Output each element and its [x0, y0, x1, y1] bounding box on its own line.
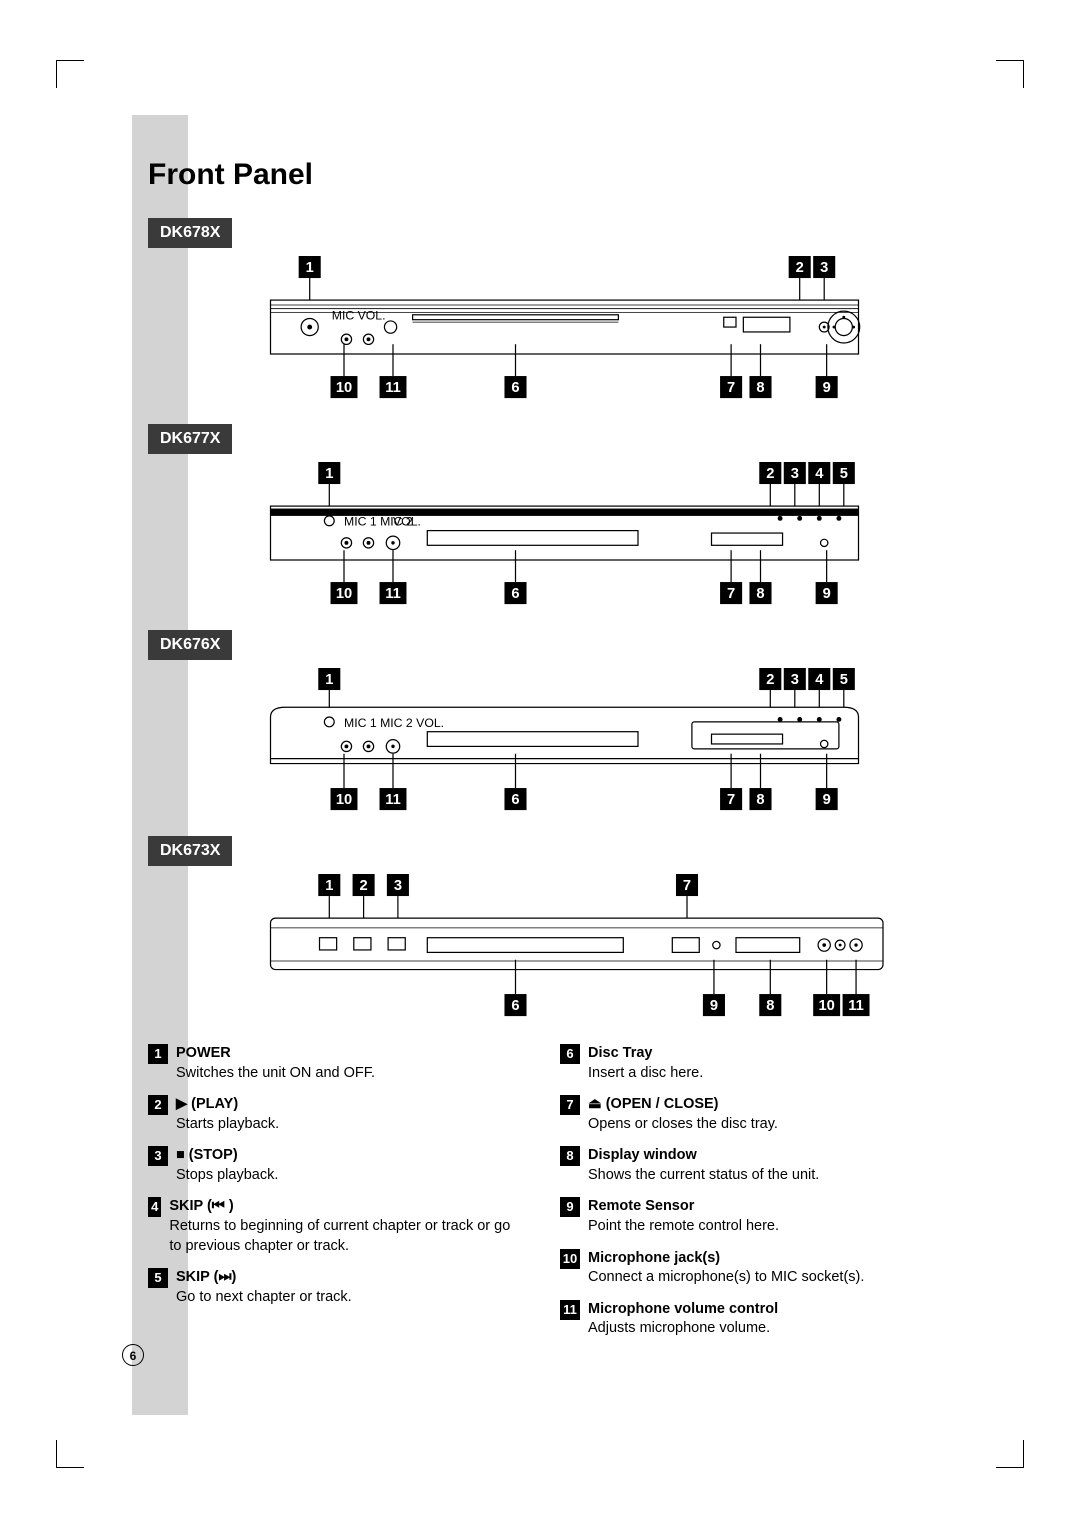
svg-text:1: 1	[325, 878, 333, 894]
page-number: 6	[122, 1344, 144, 1366]
svg-text:1: 1	[306, 260, 314, 276]
svg-text:10: 10	[336, 586, 352, 602]
diagram-dk676x: 1 2 345 MIC 1 MIC 2 VOL. 10 11 6 7 8 9	[148, 668, 932, 815]
svg-text:3: 3	[820, 260, 828, 276]
legend-num: 11	[560, 1300, 580, 1320]
svg-text:10: 10	[336, 792, 352, 808]
legend-left-col: 1 POWERSwitches the unit ON and OFF. 2 ▶…	[148, 1044, 520, 1351]
svg-text:11: 11	[848, 998, 864, 1014]
legend-item: 3 ■ (STOP)Stops playback.	[148, 1146, 520, 1185]
svg-text:11: 11	[385, 792, 401, 808]
svg-text:3: 3	[394, 878, 402, 894]
svg-text:9: 9	[823, 586, 831, 602]
panel-dk677x: DK677X 12345 MIC 1 MIC 2 VOL.	[148, 414, 932, 614]
legend-text: Display windowShows the current status o…	[588, 1146, 819, 1185]
svg-text:10: 10	[336, 380, 352, 396]
diagram-dk677x: 12345 MIC 1 MIC 2 VOL. 10116789	[148, 462, 932, 609]
legend-text: ■ (STOP)Stops playback.	[176, 1146, 278, 1185]
svg-text:8: 8	[766, 998, 774, 1014]
legend-item: 7 ⏏ (OPEN / CLOSE)Opens or closes the di…	[560, 1095, 932, 1134]
svg-text:1: 1	[325, 466, 333, 482]
legend-item: 10 Microphone jack(s)Connect a microphon…	[560, 1249, 932, 1288]
svg-text:2: 2	[796, 260, 804, 276]
model-label-dk677x: DK677X	[148, 424, 232, 454]
legend-num: 10	[560, 1249, 580, 1269]
model-label-dk678x: DK678X	[148, 218, 232, 248]
svg-text:1: 1	[325, 672, 333, 688]
legend-item: 2 ▶ (PLAY)Starts playback.	[148, 1095, 520, 1134]
legend-num: 7	[560, 1095, 580, 1115]
svg-text:4: 4	[815, 466, 824, 482]
legend-text: Microphone volume controlAdjusts microph…	[588, 1300, 778, 1339]
panel-dk676x: DK676X 1 2 345 MIC 1 MIC 2 VOL. 10 11 6 7 8 9	[148, 620, 932, 820]
legend-num: 4	[148, 1197, 161, 1217]
svg-text:4: 4	[815, 672, 824, 688]
svg-text:9: 9	[823, 380, 831, 396]
legend-text: Microphone jack(s)Connect a microphone(s…	[588, 1249, 864, 1288]
svg-text:8: 8	[756, 586, 764, 602]
svg-text:2: 2	[360, 878, 368, 894]
legend-text: POWERSwitches the unit ON and OFF.	[176, 1044, 375, 1083]
svg-text:5: 5	[840, 466, 848, 482]
legend-num: 8	[560, 1146, 580, 1166]
legend-num: 1	[148, 1044, 168, 1064]
model-label-dk673x: DK673X	[148, 836, 232, 866]
svg-text:3: 3	[791, 672, 799, 688]
svg-text:7: 7	[727, 380, 735, 396]
svg-text:5: 5	[840, 672, 848, 688]
svg-text:10: 10	[818, 998, 834, 1014]
legend: 1 POWERSwitches the unit ON and OFF. 2 ▶…	[148, 1044, 932, 1351]
legend-num: 5	[148, 1268, 168, 1288]
svg-text:8: 8	[756, 380, 764, 396]
legend-item: 8 Display windowShows the current status…	[560, 1146, 932, 1185]
legend-text: SKIP (⏭)Go to next chapter or track.	[176, 1268, 352, 1307]
legend-right-col: 6 Disc TrayInsert a disc here. 7 ⏏ (OPEN…	[560, 1044, 932, 1351]
svg-text:3: 3	[791, 466, 799, 482]
legend-num: 3	[148, 1146, 168, 1166]
legend-num: 9	[560, 1197, 580, 1217]
svg-text:7: 7	[683, 878, 691, 894]
svg-text:6: 6	[511, 380, 519, 396]
legend-item: 4 SKIP (⏮ )Returns to beginning of curre…	[148, 1197, 520, 1256]
legend-item: 6 Disc TrayInsert a disc here.	[560, 1044, 932, 1083]
svg-text:MIC 1 MIC 2 VOL.: MIC 1 MIC 2 VOL.	[344, 716, 444, 730]
svg-text:11: 11	[385, 380, 401, 396]
legend-num: 6	[560, 1044, 580, 1064]
svg-text:6: 6	[511, 998, 519, 1014]
svg-text:11: 11	[385, 586, 401, 602]
svg-text:6: 6	[511, 586, 519, 602]
svg-text:9: 9	[710, 998, 718, 1014]
legend-item: 9 Remote SensorPoint the remote control …	[560, 1197, 932, 1236]
diagram-dk673x: 1 2 3 7 6 9 8 10 11	[148, 874, 932, 1021]
legend-text: SKIP (⏮ )Returns to beginning of current…	[169, 1197, 520, 1256]
svg-text:7: 7	[727, 586, 735, 602]
svg-text:VOL.: VOL.	[393, 515, 421, 529]
legend-item: 11 Microphone volume controlAdjusts micr…	[560, 1300, 932, 1339]
svg-text:9: 9	[823, 792, 831, 808]
diagram-dk678x: 1 23 MIC VOL.	[148, 256, 932, 403]
legend-text: ⏏ (OPEN / CLOSE)Opens or closes the disc…	[588, 1095, 778, 1134]
svg-text:2: 2	[766, 466, 774, 482]
panel-dk673x: DK673X 1 2 3 7 6 9 8 10 11	[148, 826, 932, 1026]
svg-text:MIC VOL.: MIC VOL.	[332, 309, 386, 323]
svg-text:2: 2	[766, 672, 774, 688]
svg-text:8: 8	[756, 792, 764, 808]
model-label-dk676x: DK676X	[148, 630, 232, 660]
page-content: Front Panel DK678X 123 MIC VOL.	[148, 158, 932, 1351]
legend-text: Remote SensorPoint the remote control he…	[588, 1197, 779, 1236]
panel-dk678x: DK678X 1 23 MIC VOL.	[148, 208, 932, 408]
svg-text:6: 6	[511, 792, 519, 808]
legend-item: 1 POWERSwitches the unit ON and OFF.	[148, 1044, 520, 1083]
legend-num: 2	[148, 1095, 168, 1115]
legend-item: 5 SKIP (⏭)Go to next chapter or track.	[148, 1268, 520, 1307]
legend-text: Disc TrayInsert a disc here.	[588, 1044, 703, 1083]
svg-text:7: 7	[727, 792, 735, 808]
page-title: Front Panel	[148, 158, 932, 192]
legend-text: ▶ (PLAY)Starts playback.	[176, 1095, 279, 1134]
